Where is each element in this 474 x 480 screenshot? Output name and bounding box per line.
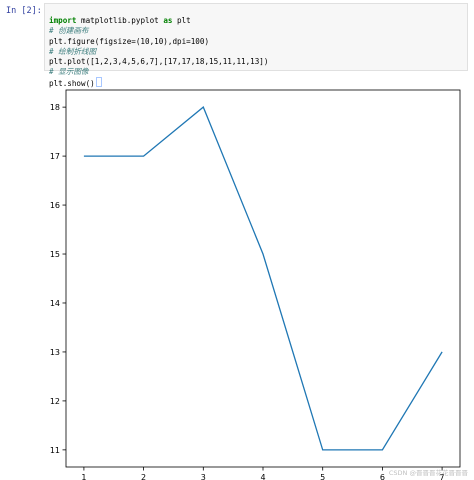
code-comment-draw-line: # 绘制折线图 [49,46,97,56]
code-line-show: plt.show() [49,79,95,89]
cell-prompt: In [2]: [6,6,42,16]
code-line-1: import matplotlib.pyplot as plt [49,16,191,25]
x-tick-label: 4 [260,473,265,480]
plot-axes-frame [65,89,461,468]
y-tick-label: 15 [50,250,60,259]
x-tick-label: 1 [81,473,86,480]
y-tick-label: 12 [50,397,60,406]
series-line [83,106,443,451]
code-line-figure: plt.figure(figsize=(10,10),dpi=100) [49,36,210,46]
x-tick-label: 7 [440,473,445,480]
x-tick-label: 5 [320,473,325,480]
notebook-cell: In [2]: import matplotlib.pyplot as plt … [0,0,474,88]
module-alias: plt [172,16,191,26]
x-tick-label: 2 [141,473,146,480]
code-editor[interactable]: import matplotlib.pyplot as plt # 创建画布 p… [44,3,468,88]
code-comment-show-image: # 显示图像 [49,67,89,77]
x-tick-label: 3 [201,473,206,480]
y-tick-label: 13 [50,348,60,357]
y-axis-ticks: 11 12 13 14 15 16 17 18 [50,103,66,455]
code-line-plot: plt.plot([1,2,3,4,5,6,7],[17,17,18,15,11… [49,57,269,67]
x-axis-ticks: 1 2 3 4 5 6 7 [81,467,445,480]
y-tick-label: 16 [50,201,60,210]
x-tick-label: 6 [380,473,385,480]
keyword-as: as [163,16,173,26]
watermark-text: CSDN @晋晋晋花花晋晋晋 [389,468,469,477]
text-cursor [95,77,102,88]
y-tick-label: 11 [50,446,60,455]
y-tick-label: 14 [50,299,60,308]
code-comment-create-canvas: # 创建画布 [49,26,89,36]
y-tick-label: 18 [50,103,60,112]
y-tick-label: 17 [50,152,60,161]
keyword-import: import [49,16,77,26]
module-name: matplotlib.pyplot [76,16,164,26]
